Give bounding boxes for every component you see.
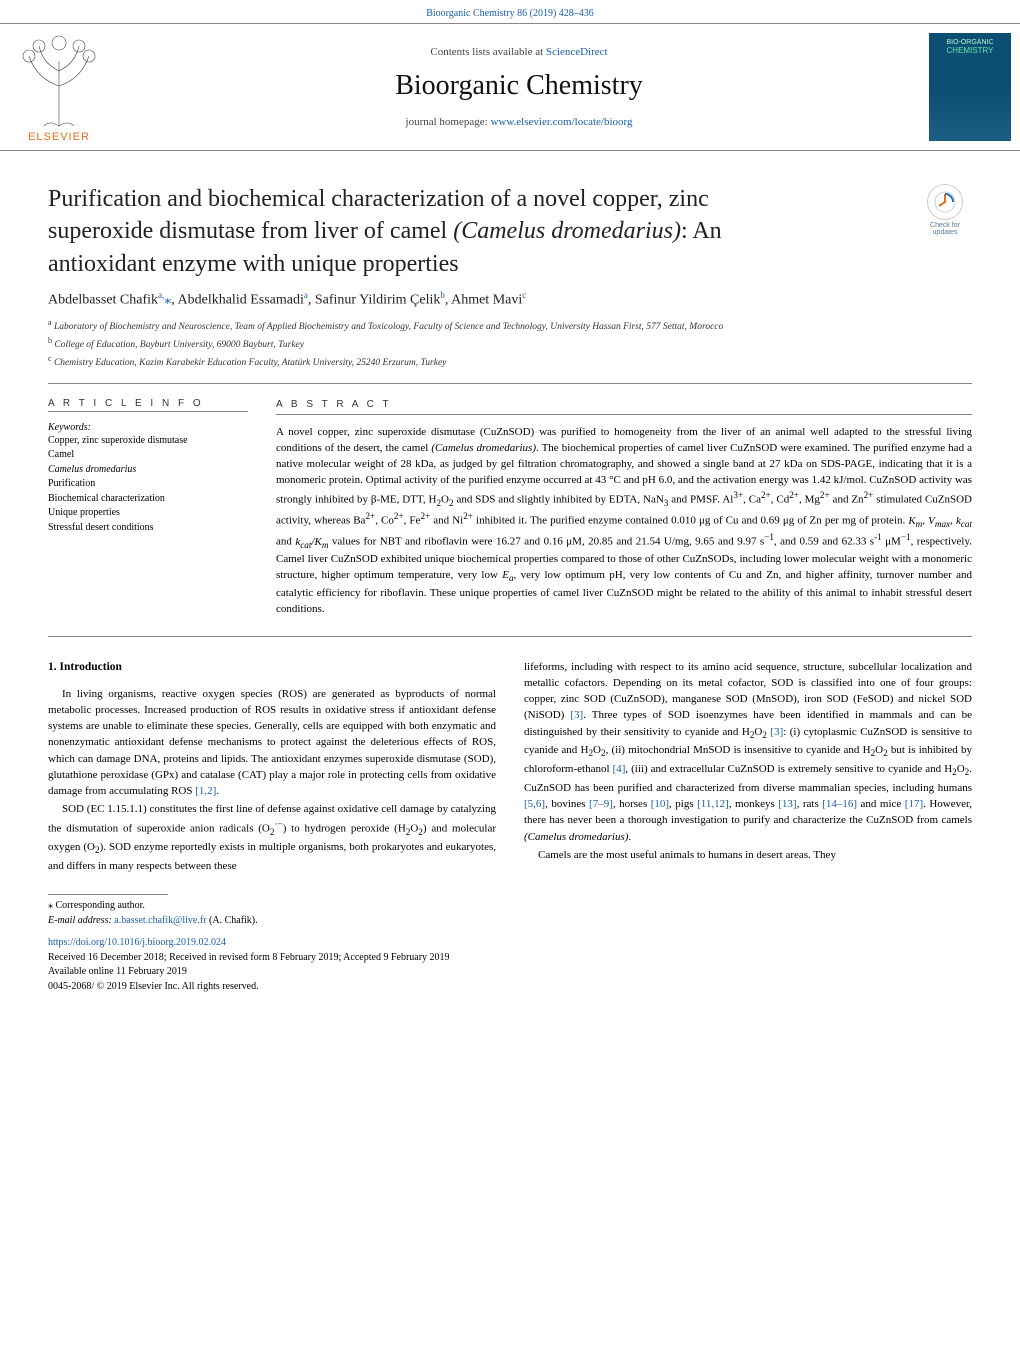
keyword-item: Purification [48,477,248,492]
keyword-item: Copper, zinc superoxide dismutase [48,434,248,449]
journal-ref-link[interactable]: Bioorganic Chemistry 86 (2019) 428–436 [426,8,594,19]
journal-header: ELSEVIER Contents lists available at Sci… [0,23,1020,151]
top-citation: Bioorganic Chemistry 86 (2019) 428–436 [0,0,1020,23]
corresponding-author: ⁎ Corresponding author. [48,899,972,914]
affiliation-c-text: Chemistry Education, Kazim Karabekir Edu… [54,358,446,368]
affiliation-c: c Chemistry Education, Kazim Karabekir E… [48,353,972,371]
cover-title-1: BIO-ORGANIC [946,39,993,46]
affiliations: a Laboratory of Biochemistry and Neurosc… [0,317,1020,383]
abstract-text: A novel copper, zinc superoxide dismutas… [276,425,972,617]
available-line: Available online 11 February 2019 [48,965,972,980]
title-line-4: antioxidant enzyme with unique propertie… [48,251,459,277]
keyword-item: Camel [48,448,248,463]
right-column: lifeforms, including with respect to its… [524,659,972,877]
authors-line: Abdelbasset Chafika,⁎, Abdelkhalid Essam… [0,286,1020,317]
updates-label-1: Check for [930,222,960,229]
email-suffix: (A. Chafik). [207,915,258,926]
email-link[interactable]: a.basset.chafik@live.fr [114,915,206,926]
affiliation-a: a Laboratory of Biochemistry and Neurosc… [48,317,972,335]
abstract-col: A B S T R A C T A novel copper, zinc sup… [276,398,972,618]
keyword-item: Unique properties [48,506,248,521]
col2-text: lifeforms, including with respect to its… [524,659,972,864]
header-center: Contents lists available at ScienceDirec… [118,24,920,150]
cover-title-2: CHEMISTRY [947,46,994,55]
journal-title: Bioorganic Chemistry [395,70,643,102]
keywords-list: Copper, zinc superoxide dismutase Camel … [48,434,248,536]
footer-block: ⁎ Corresponding author. E-mail address: … [0,895,1020,1010]
keyword-item: Stressful desert conditions [48,521,248,536]
copyright-line: 0045-2068/ © 2019 Elsevier Inc. All righ… [48,980,972,995]
affiliation-b: b College of Education, Bayburt Universi… [48,335,972,353]
elsevier-tree-icon [14,31,104,131]
article-info-heading: A R T I C L E I N F O [48,398,248,409]
homepage-link[interactable]: www.elsevier.com/locate/bioorg [490,116,632,128]
doi-line: https://doi.org/10.1016/j.bioorg.2019.02… [48,936,972,951]
article-info-rule [48,411,248,412]
contents-line: Contents lists available at ScienceDirec… [430,46,607,58]
keyword-item: Biochemical characterization [48,492,248,507]
abstract-rule [276,414,972,415]
title-line-2: superoxide dismutase from liver of camel [48,218,453,244]
updates-circle-icon [927,184,963,220]
keyword-italic: Camelus dromedarius [48,464,136,475]
affiliation-b-text: College of Education, Bayburt University… [54,340,304,350]
homepage-prefix: journal homepage: [406,116,491,128]
homepage-line: journal homepage: www.elsevier.com/locat… [406,116,633,128]
abstract-heading: A B S T R A C T [276,398,972,413]
journal-cover-thumb: BIO-ORGANIC CHEMISTRY [929,33,1011,141]
title-line-1: Purification and biochemical characteriz… [48,186,709,212]
intro-heading: 1. Introduction [48,659,496,676]
email-label: E-mail address: [48,915,114,926]
keywords-label: Keywords: [48,422,248,433]
email-line: E-mail address: a.basset.chafik@live.fr … [48,914,972,929]
title-line-3: : An [681,218,722,244]
doi-link[interactable]: https://doi.org/10.1016/j.bioorg.2019.02… [48,937,226,948]
updates-label-2: updates [933,229,958,236]
sciencedirect-link[interactable]: ScienceDirect [546,46,608,58]
article-title: Purification and biochemical characteriz… [48,183,900,280]
received-line: Received 16 December 2018; Received in r… [48,951,972,966]
article-info-col: A R T I C L E I N F O Keywords: Copper, … [48,398,248,618]
col1-text: In living organisms, reactive oxygen spe… [48,686,496,875]
publisher-name: ELSEVIER [28,131,90,143]
info-abstract-row: A R T I C L E I N F O Keywords: Copper, … [0,384,1020,636]
body-columns: 1. Introduction In living organisms, rea… [0,637,1020,887]
keyword-item: Camelus dromedarius [48,463,248,478]
title-italic: (Camelus dromedarius) [453,218,681,244]
article-title-block: Purification and biochemical characteriz… [0,151,1020,286]
affiliation-a-text: Laboratory of Biochemistry and Neuroscie… [54,322,723,332]
journal-cover-box: BIO-ORGANIC CHEMISTRY [920,24,1020,150]
left-column: 1. Introduction In living organisms, rea… [48,659,496,877]
check-updates-badge[interactable]: Check for updates [918,183,972,237]
publisher-logo-box: ELSEVIER [0,24,118,150]
contents-prefix: Contents lists available at [430,46,545,58]
